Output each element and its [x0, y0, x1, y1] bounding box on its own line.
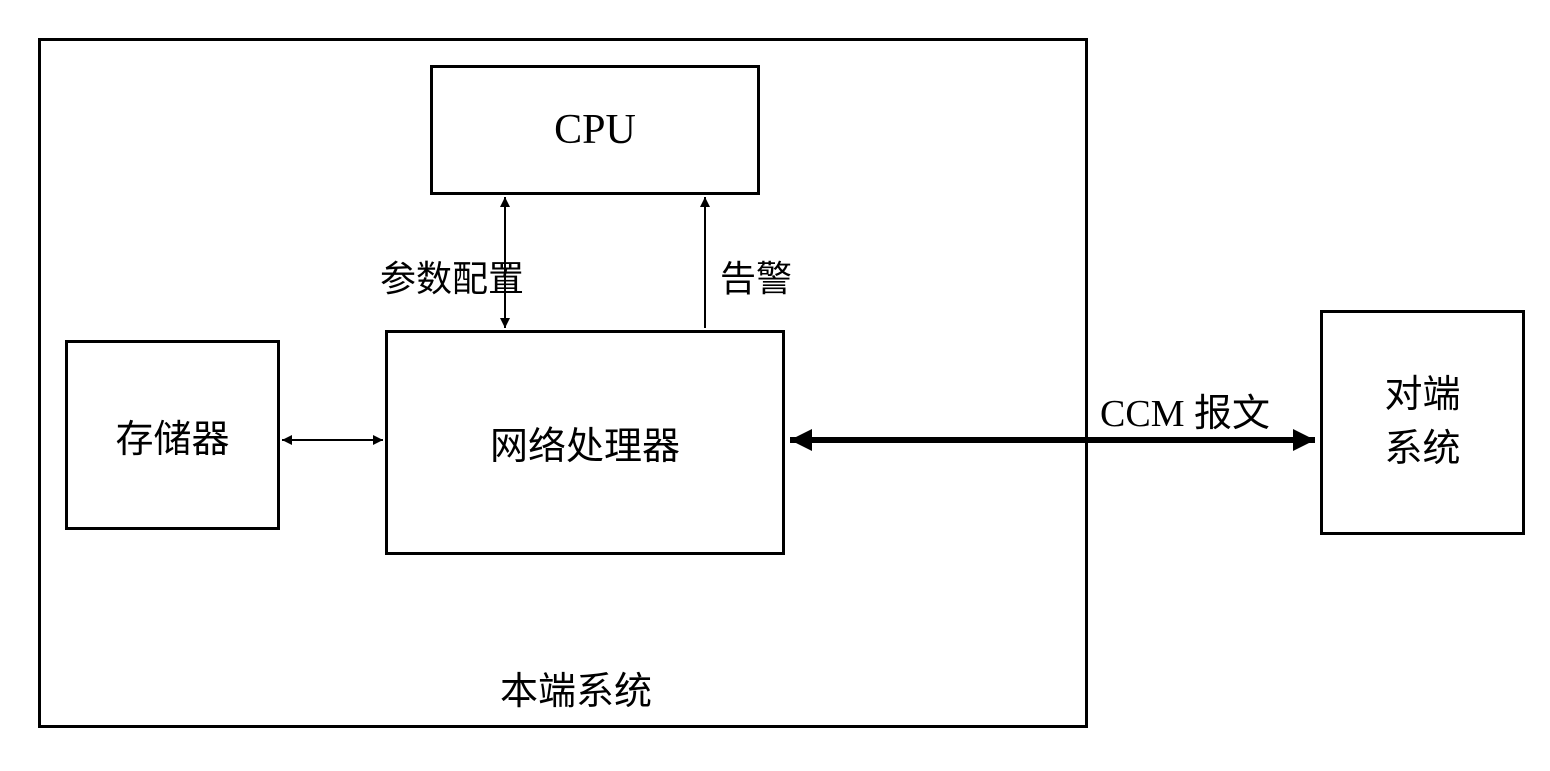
ccm-label-cn: 报文	[1194, 393, 1270, 435]
local-system-label: 本端系统	[500, 660, 652, 715]
cpu-box: CPU	[430, 65, 760, 195]
ccm-label: CCM 报文	[1100, 382, 1270, 437]
network-processor-label: 网络处理器	[490, 415, 680, 470]
memory-box: 存储器	[65, 340, 280, 530]
network-processor-box: 网络处理器	[385, 330, 785, 555]
param-config-label: 参数配置	[380, 250, 524, 302]
peer-system-label: 对端 系统	[1384, 369, 1460, 475]
ccm-label-en: CCM	[1100, 393, 1184, 435]
memory-label: 存储器	[115, 408, 229, 463]
alarm-label: 告警	[720, 250, 792, 302]
cpu-label: CPU	[554, 106, 636, 154]
peer-system-box: 对端 系统	[1320, 310, 1525, 535]
